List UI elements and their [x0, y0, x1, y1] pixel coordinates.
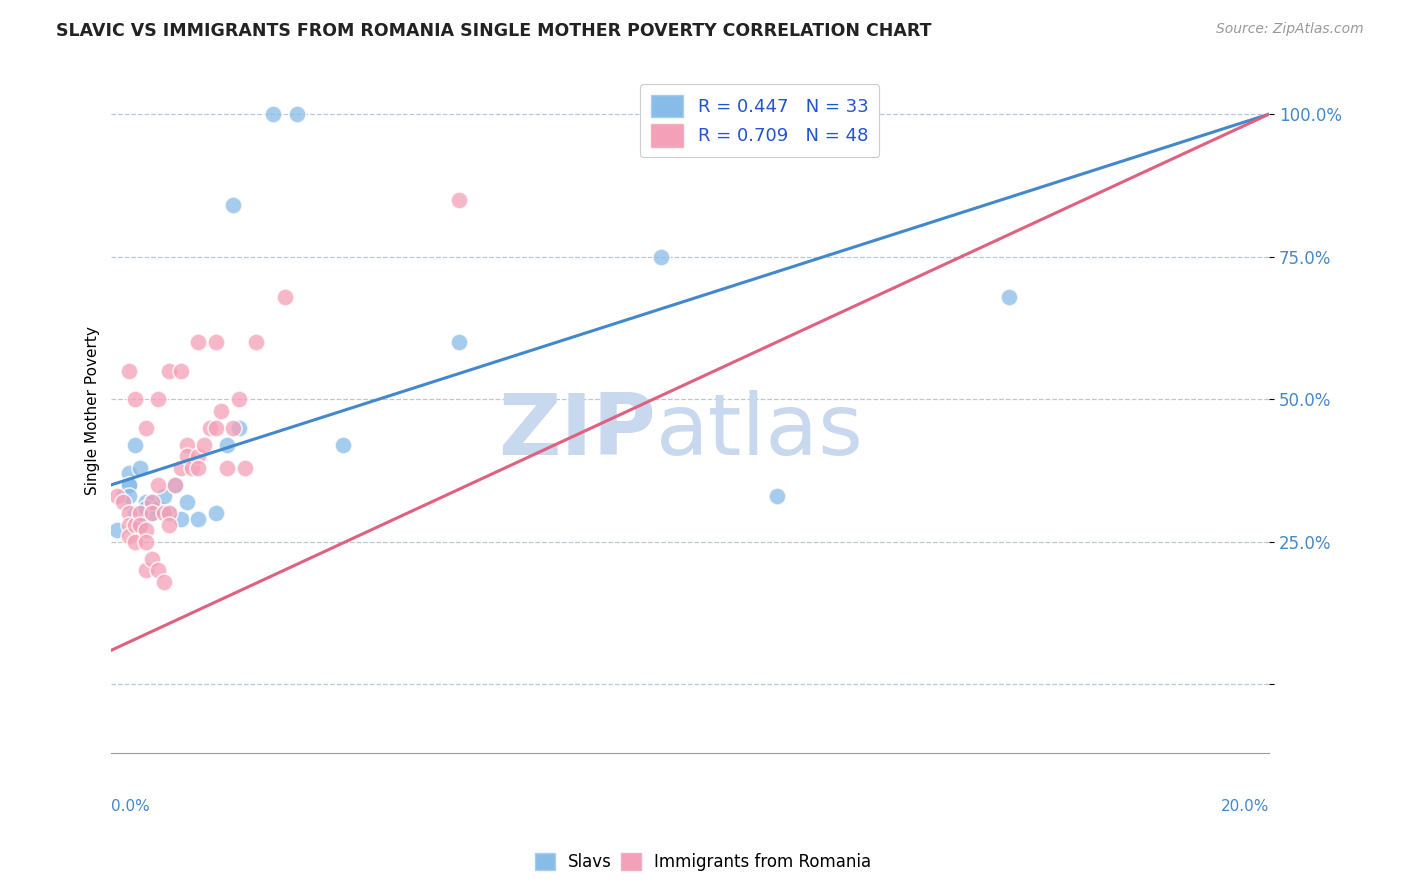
- Point: [152, 489, 174, 503]
- Point: [146, 500, 169, 515]
- Point: [285, 107, 308, 121]
- Point: [187, 460, 209, 475]
- Point: [135, 563, 157, 577]
- Point: [170, 512, 193, 526]
- Point: [447, 335, 470, 350]
- Point: [233, 460, 256, 475]
- Point: [152, 574, 174, 589]
- Point: [170, 460, 193, 475]
- Point: [118, 517, 141, 532]
- Point: [176, 450, 198, 464]
- Point: [176, 438, 198, 452]
- Point: [124, 506, 146, 520]
- Point: [157, 517, 180, 532]
- Point: [146, 392, 169, 407]
- Point: [228, 421, 250, 435]
- Point: [141, 506, 163, 520]
- Point: [157, 506, 180, 520]
- Point: [852, 107, 875, 121]
- Point: [193, 438, 215, 452]
- Point: [105, 489, 128, 503]
- Point: [766, 489, 789, 503]
- Point: [997, 290, 1019, 304]
- Point: [124, 438, 146, 452]
- Point: [228, 392, 250, 407]
- Text: 0.0%: 0.0%: [111, 799, 150, 814]
- Point: [135, 534, 157, 549]
- Point: [129, 517, 152, 532]
- Point: [263, 107, 285, 121]
- Point: [146, 478, 169, 492]
- Point: [118, 478, 141, 492]
- Point: [129, 460, 152, 475]
- Point: [118, 489, 141, 503]
- Point: [187, 512, 209, 526]
- Point: [124, 392, 146, 407]
- Point: [141, 506, 163, 520]
- Point: [170, 364, 193, 378]
- Point: [124, 534, 146, 549]
- Point: [274, 290, 297, 304]
- Point: [118, 529, 141, 543]
- Point: [222, 421, 245, 435]
- Point: [135, 500, 157, 515]
- Text: atlas: atlas: [655, 390, 863, 473]
- Point: [679, 107, 702, 121]
- Text: ZIP: ZIP: [498, 390, 655, 473]
- Point: [135, 495, 157, 509]
- Point: [176, 495, 198, 509]
- Text: 20.0%: 20.0%: [1220, 799, 1270, 814]
- Point: [245, 335, 267, 350]
- Point: [217, 460, 239, 475]
- Text: Source: ZipAtlas.com: Source: ZipAtlas.com: [1216, 22, 1364, 37]
- Point: [146, 563, 169, 577]
- Point: [181, 460, 204, 475]
- Point: [222, 198, 245, 212]
- Point: [118, 364, 141, 378]
- Point: [152, 506, 174, 520]
- Point: [157, 506, 180, 520]
- Point: [157, 364, 180, 378]
- Point: [105, 524, 128, 538]
- Point: [650, 250, 672, 264]
- Point: [118, 478, 141, 492]
- Point: [111, 495, 134, 509]
- Legend: R = 0.447   N = 33, R = 0.709   N = 48: R = 0.447 N = 33, R = 0.709 N = 48: [640, 85, 879, 157]
- Point: [217, 438, 239, 452]
- Point: [165, 478, 187, 492]
- Point: [141, 495, 163, 509]
- Point: [118, 467, 141, 481]
- Point: [124, 517, 146, 532]
- Point: [187, 335, 209, 350]
- Point: [111, 489, 134, 503]
- Text: SLAVIC VS IMMIGRANTS FROM ROMANIA SINGLE MOTHER POVERTY CORRELATION CHART: SLAVIC VS IMMIGRANTS FROM ROMANIA SINGLE…: [56, 22, 932, 40]
- Point: [209, 403, 232, 417]
- Point: [332, 438, 354, 452]
- Point: [187, 450, 209, 464]
- Point: [135, 524, 157, 538]
- Point: [118, 506, 141, 520]
- Point: [129, 517, 152, 532]
- Y-axis label: Single Mother Poverty: Single Mother Poverty: [86, 326, 100, 495]
- Point: [165, 478, 187, 492]
- Point: [447, 193, 470, 207]
- Point: [204, 506, 226, 520]
- Point: [204, 421, 226, 435]
- Point: [141, 495, 163, 509]
- Point: [198, 421, 221, 435]
- Legend: Slavs, Immigrants from Romania: Slavs, Immigrants from Romania: [527, 845, 879, 880]
- Point: [204, 335, 226, 350]
- Point: [129, 506, 152, 520]
- Point: [141, 552, 163, 566]
- Point: [135, 421, 157, 435]
